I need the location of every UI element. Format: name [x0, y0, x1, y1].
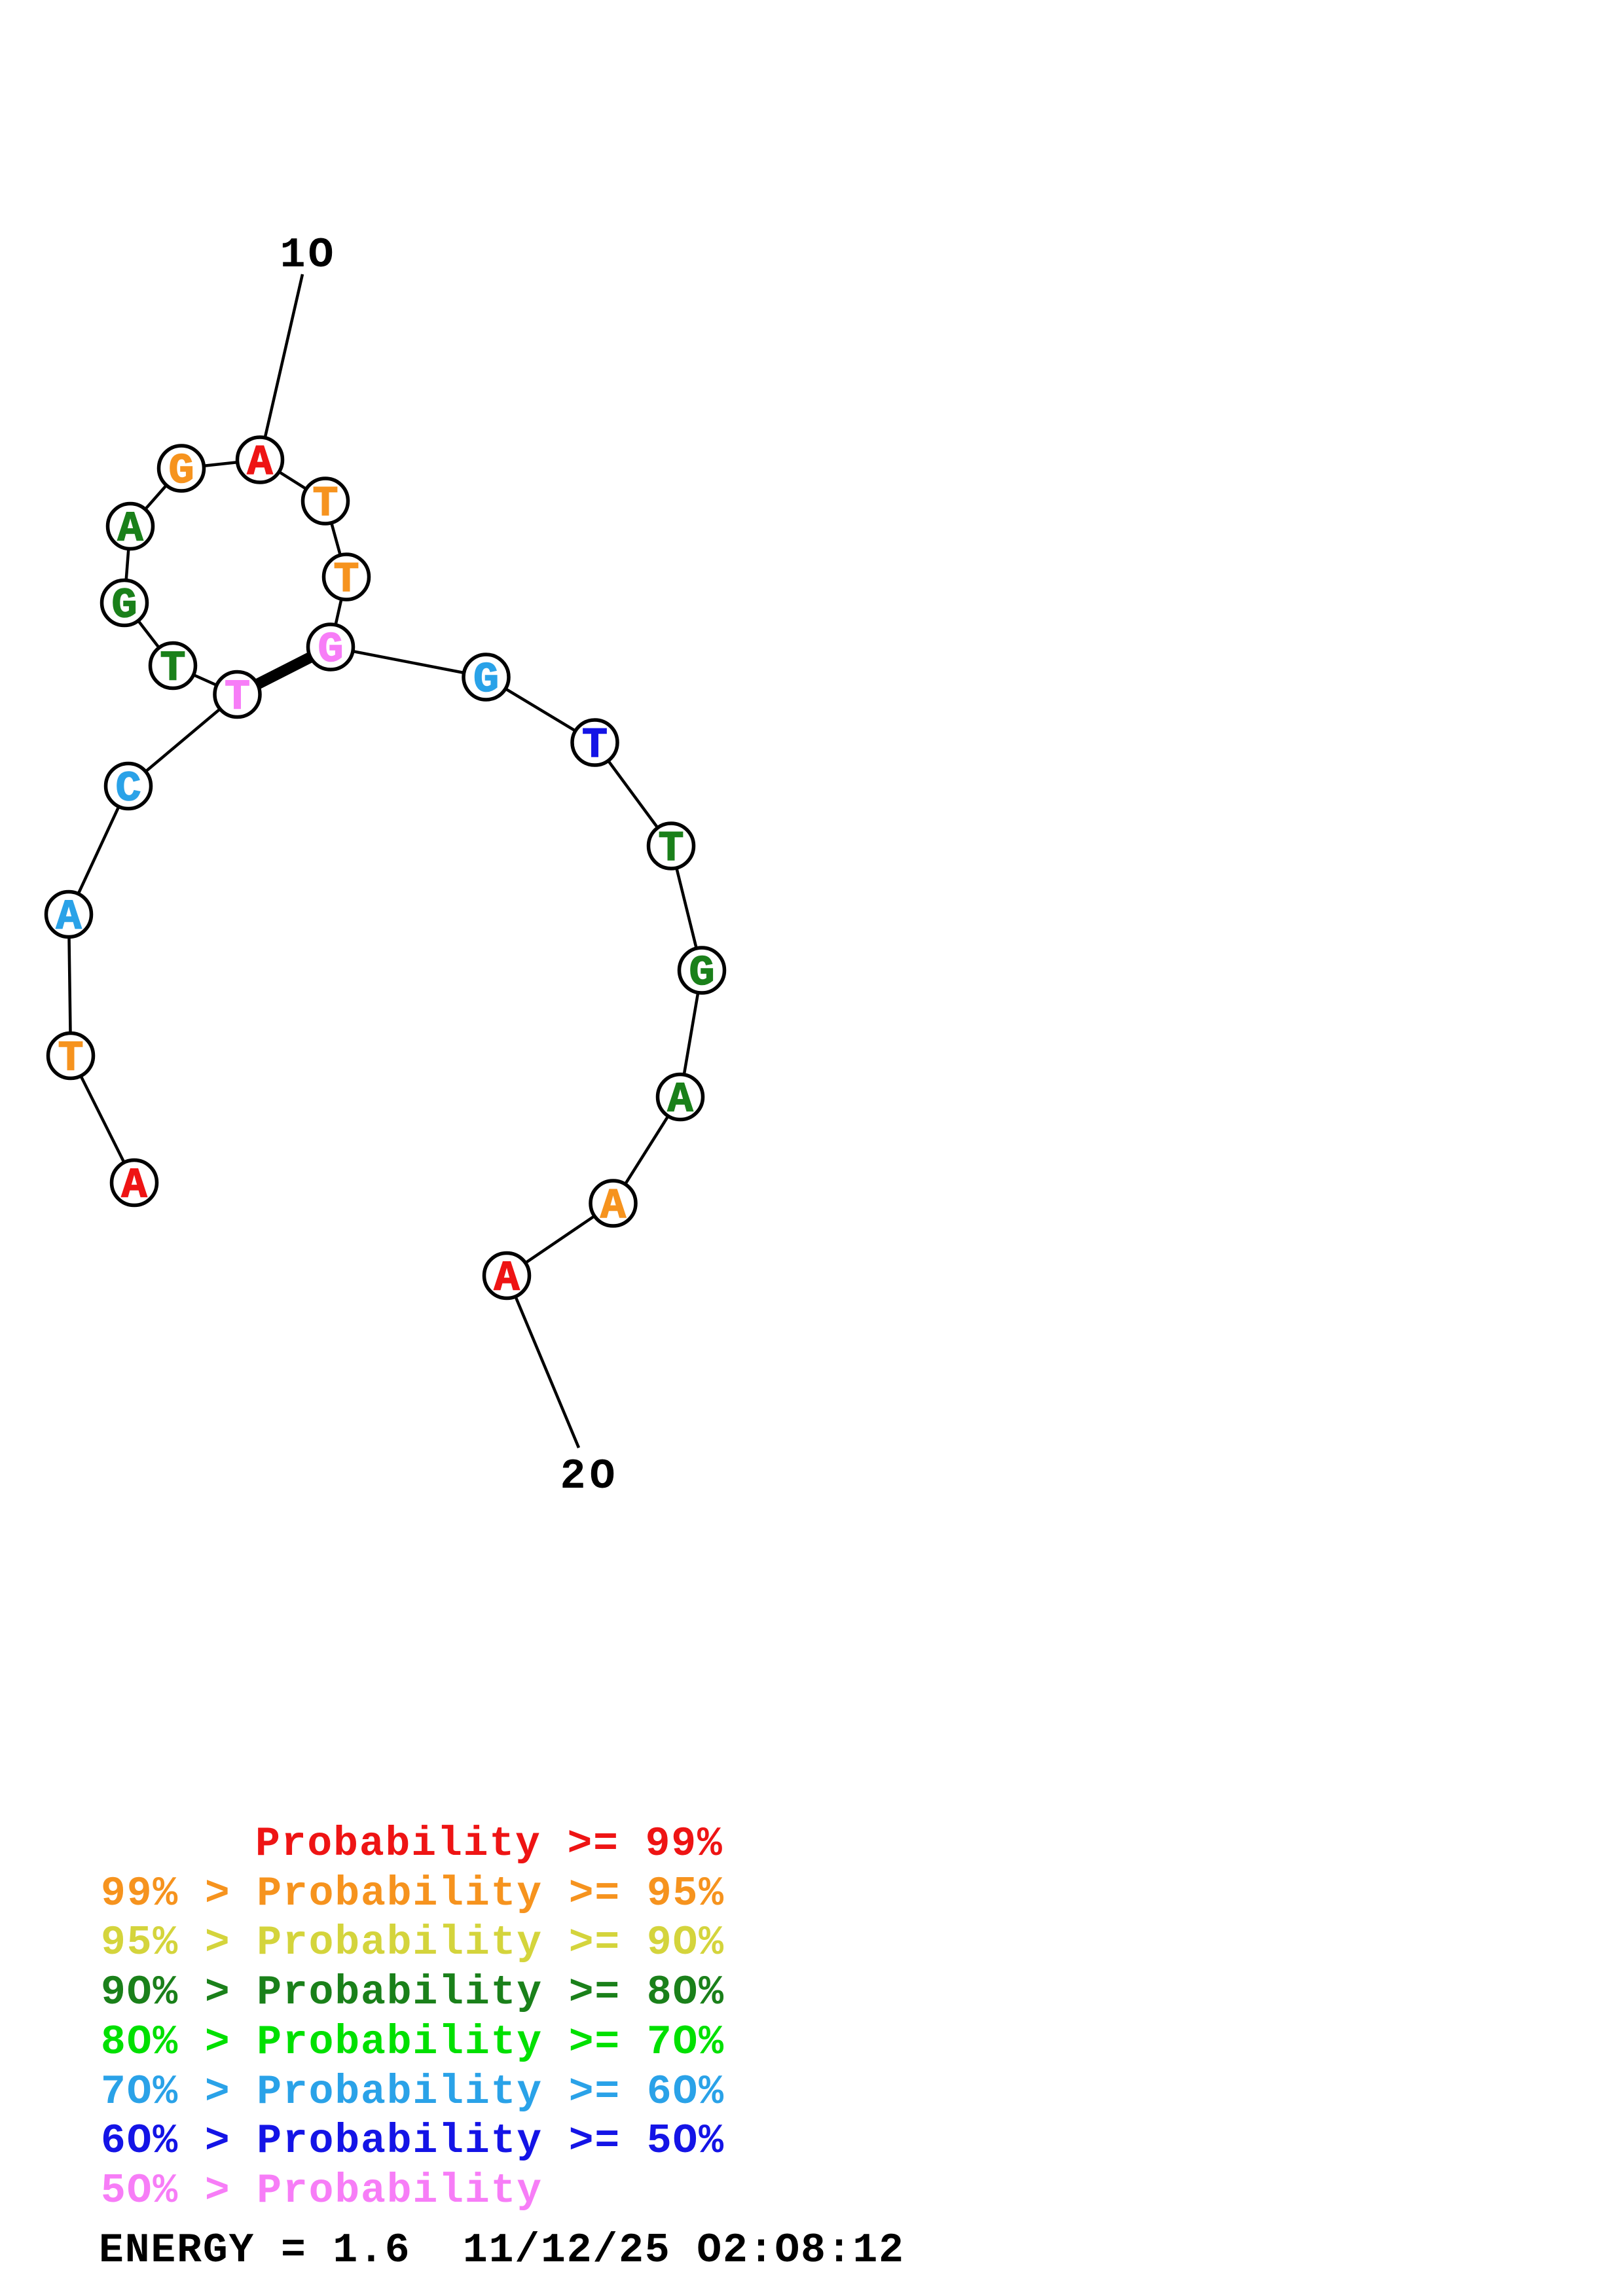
svg-text:T: T [582, 721, 608, 770]
svg-text:8O% > Probability >= 7O%: 8O% > Probability >= 7O% [101, 2019, 725, 2066]
svg-text:G: G [111, 582, 137, 630]
svg-text:6O% > Probability >= 5O%: 6O% > Probability >= 5O% [101, 2118, 725, 2164]
svg-text:C: C [115, 765, 141, 814]
svg-text:A: A [56, 893, 81, 942]
svg-text:99% > Probability >= 95%: 99% > Probability >= 95% [101, 1871, 725, 1917]
svg-text:9O% > Probability >= 8O%: 9O% > Probability >= 8O% [101, 1969, 725, 2016]
svg-text:2: 2 [560, 1452, 585, 1501]
svg-text:95% > Probability >= 9O%: 95% > Probability >= 9O% [101, 1920, 725, 1966]
svg-text:A: A [247, 439, 272, 487]
svg-text:G: G [689, 949, 714, 997]
svg-text:5O% > Probability: 5O% > Probability [101, 2168, 543, 2214]
svg-text:T: T [658, 825, 684, 873]
svg-text:G: G [473, 656, 499, 704]
svg-text:A: A [117, 505, 143, 554]
svg-text:7O% > Probability >= 6O%: 7O% > Probability >= 6O% [101, 2069, 725, 2115]
svg-text:T: T [225, 673, 250, 722]
svg-text:Probability >= 99%: Probability >= 99% [255, 1821, 723, 1867]
svg-text:T: T [58, 1035, 83, 1083]
svg-text:T: T [160, 645, 185, 693]
svg-text:T: T [333, 556, 359, 604]
svg-text:ENERGY = 1.6 11/12/25 O2:O8:1: ENERGY = 1.6 11/12/25 O2:O8:12 [99, 2227, 905, 2274]
svg-text:O: O [308, 231, 333, 279]
svg-text:T: T [312, 480, 338, 528]
svg-text:1: 1 [280, 231, 305, 279]
svg-text:A: A [494, 1255, 519, 1303]
svg-text:G: G [168, 447, 194, 495]
svg-text:A: A [667, 1076, 693, 1124]
svg-text:A: A [121, 1162, 147, 1210]
svg-text:O: O [589, 1452, 615, 1501]
svg-text:G: G [318, 626, 343, 674]
svg-text:A: A [600, 1182, 626, 1230]
